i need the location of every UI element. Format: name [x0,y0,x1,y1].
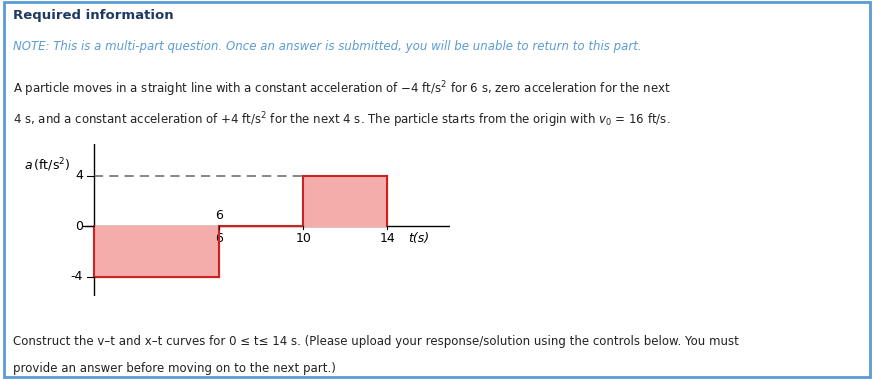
Text: $a\,(\mathrm{ft/s^2})$: $a\,(\mathrm{ft/s^2})$ [24,157,71,174]
Text: t(s): t(s) [408,232,429,246]
Text: Construct the v–t and x–t curves for 0 ≤ t≤ 14 s. (Please upload your response/s: Construct the v–t and x–t curves for 0 ≤… [13,335,739,348]
Text: -4: -4 [71,270,83,283]
Text: A particle moves in a straight line with a constant acceleration of $-$4 ft/s$^2: A particle moves in a straight line with… [13,80,671,99]
Text: 0: 0 [75,220,83,233]
Text: 6: 6 [215,232,224,246]
Text: 14: 14 [379,232,395,246]
Text: provide an answer before moving on to the next part.): provide an answer before moving on to th… [13,362,336,375]
Text: 4 s, and a constant acceleration of +4 ft/s$^2$ for the next 4 s. The particle s: 4 s, and a constant acceleration of +4 f… [13,110,670,130]
Text: Required information: Required information [13,9,174,22]
Text: 10: 10 [295,232,311,246]
Text: NOTE: This is a multi-part question. Once an answer is submitted, you will be un: NOTE: This is a multi-part question. Onc… [13,40,642,53]
Text: 6: 6 [215,209,224,222]
Text: 4: 4 [75,169,83,182]
